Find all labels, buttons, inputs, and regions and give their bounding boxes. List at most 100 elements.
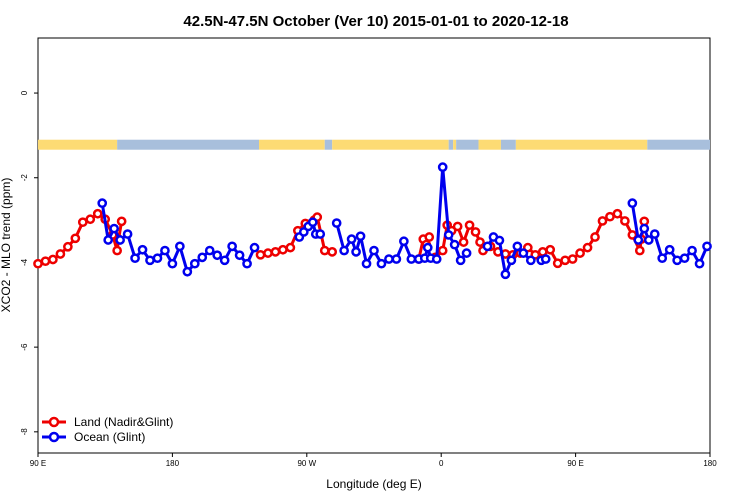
series-1-point (643, 235, 654, 245)
series-0-point (575, 248, 585, 258)
series-1-point (227, 241, 237, 252)
series-1-point (518, 248, 529, 258)
series-0-point (92, 208, 103, 219)
legend-ocean-marker (48, 431, 60, 443)
series-0-point (319, 245, 330, 256)
y-tick-label-3: -6 (20, 343, 29, 351)
series-0-point (278, 244, 288, 255)
landmask-ocean-3 (324, 139, 333, 150)
series-1-point (339, 245, 349, 256)
series-0-point (33, 258, 43, 269)
series-1-point (627, 198, 638, 209)
series-1-point (189, 258, 200, 269)
landmask-land-4 (332, 139, 449, 150)
series-0-point (545, 244, 556, 255)
series-1-point (122, 229, 133, 239)
series-1-point (482, 241, 493, 252)
landmask-ocean-9 (500, 139, 516, 150)
series-0-point (270, 247, 281, 257)
series-0-point (55, 249, 66, 259)
series-0-point (597, 216, 608, 226)
series-1-point (249, 242, 260, 253)
series-0-point (327, 247, 338, 257)
series-0-point (590, 232, 600, 242)
series-1-point (633, 235, 644, 245)
series-1-point (679, 253, 690, 264)
series-1-point (315, 229, 326, 239)
x-tick-label-1: 180 (166, 459, 180, 468)
series-1-point (361, 258, 372, 269)
x-axis-title: Longitude (deg E) (326, 477, 421, 491)
landmask-land-10 (515, 139, 648, 150)
series-1-point (346, 234, 357, 244)
series-1-point (115, 235, 125, 245)
series-1-point (152, 253, 163, 264)
series-1-point (687, 245, 697, 256)
landmask-ocean-1 (117, 139, 260, 150)
series-1-point (234, 250, 245, 261)
series-1-point (694, 258, 705, 269)
series-1-point (242, 258, 252, 269)
legend: Land (Nadir&Glint) Ocean (Glint) (42, 415, 173, 444)
series-0-point (464, 220, 475, 231)
landmask-land-0 (38, 139, 118, 150)
series-1-point (97, 198, 108, 209)
series-1-point (449, 239, 460, 250)
series-1-point (145, 255, 155, 266)
series-1-point (672, 255, 682, 266)
series-0-point (116, 216, 127, 227)
series-0-point (112, 245, 122, 256)
series-0-point (63, 241, 73, 252)
series-1-point (455, 255, 466, 266)
landmask-land-2 (259, 139, 325, 150)
series-1-point (525, 255, 536, 266)
y-tick-label-4: -8 (20, 428, 29, 436)
y-tick-label-2: -4 (20, 258, 29, 266)
series-1-point (103, 235, 114, 245)
series-0-point (263, 248, 273, 258)
series-0-point (634, 245, 645, 256)
landmask-land-8 (478, 139, 501, 150)
series-0-point (458, 237, 469, 247)
y-axis-title: XCO2 - MLO trend (ppm) (0, 178, 13, 313)
series-1-point (639, 223, 650, 234)
series-1-point (351, 247, 361, 257)
legend-land-marker (48, 416, 60, 428)
series-0-point (612, 208, 623, 219)
series-1-point (331, 218, 342, 228)
series-1-point (109, 223, 120, 234)
landmask-land-6 (453, 139, 457, 150)
series-1-point (197, 252, 208, 263)
series-1-point (512, 241, 523, 252)
legend-ocean-label: Ocean (Glint) (74, 430, 145, 444)
series-1 (97, 162, 712, 280)
series-0-point (48, 254, 58, 265)
series-0-point (605, 211, 615, 222)
x-axis: 90 E 180 90 W 0 90 E 180 (30, 453, 717, 468)
series-1-line-2 (335, 165, 468, 266)
series-0-point (77, 217, 88, 228)
series-1-point (399, 236, 409, 247)
series-1-point (506, 255, 517, 266)
series-1-point (664, 244, 675, 255)
series-0-point (627, 230, 638, 240)
y-tick-label-0: 0 (20, 90, 29, 95)
series-1-point (500, 269, 511, 280)
series-1-point (307, 217, 318, 228)
plot-area-frame (37, 37, 711, 454)
series-0-point (452, 221, 463, 232)
landmask-ocean-5 (448, 139, 454, 150)
series-0-point (70, 233, 81, 244)
series-1-point (376, 258, 387, 269)
series-1-point (443, 230, 454, 240)
series-1-point (422, 242, 433, 253)
series-0-point (582, 242, 593, 253)
legend-land-label: Land (Nadir&Glint) (74, 415, 173, 429)
series-1-point (494, 235, 505, 246)
series-0-point (475, 237, 485, 247)
series-1-point (137, 244, 148, 255)
series-1-point (437, 162, 448, 173)
x-tick-label-5: 180 (703, 459, 717, 468)
chart-title: 42.5N-47.5N October (Ver 10) 2015-01-01 … (183, 13, 568, 30)
x-tick-label-2: 90 W (297, 459, 316, 468)
